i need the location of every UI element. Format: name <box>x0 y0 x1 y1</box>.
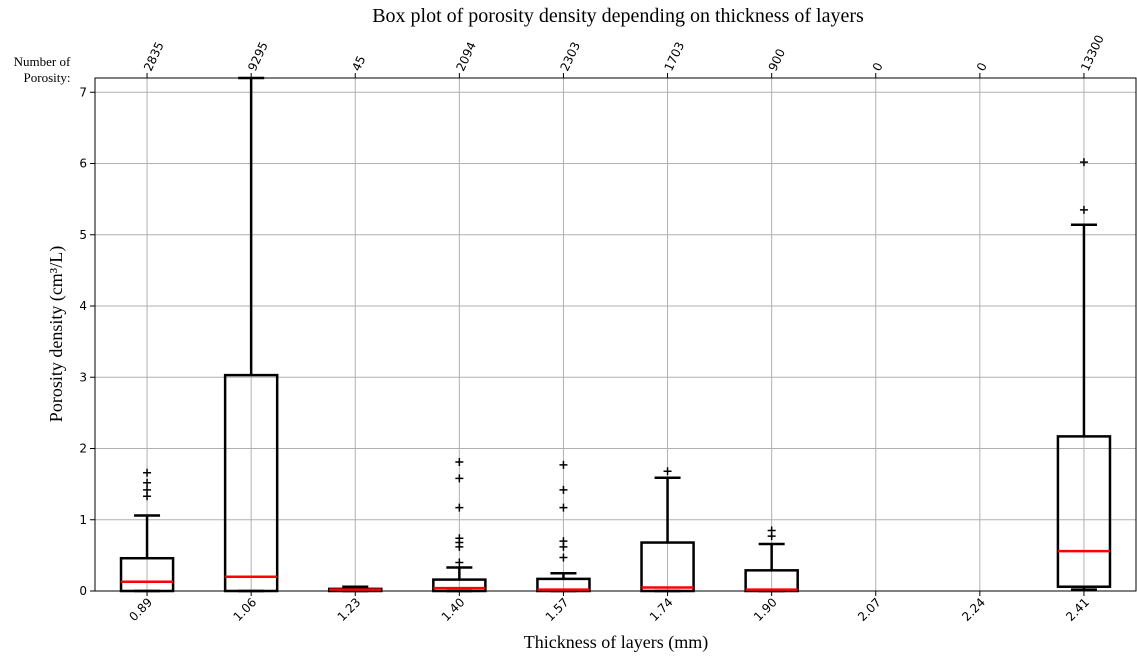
x-tick-label: 1.06 <box>230 595 259 624</box>
count-value: 2094 <box>453 40 479 74</box>
count-value: 900 <box>766 47 788 74</box>
y-tick-label: 3 <box>79 370 87 384</box>
flier <box>559 460 568 469</box>
y-tick-label: 1 <box>79 513 87 527</box>
flier <box>143 478 152 487</box>
x-tick-label: 2.24 <box>959 595 988 624</box>
count-value: 1703 <box>662 40 688 74</box>
count-label: Porosity: <box>24 70 71 85</box>
y-tick-label: 6 <box>79 157 87 171</box>
x-axis-label: Thickness of layers (mm) <box>524 632 708 653</box>
flier <box>455 534 464 543</box>
count-value: 13300 <box>1078 33 1107 74</box>
x-tick-label: 1.57 <box>543 595 572 624</box>
box <box>432 578 487 593</box>
x-tick-label: 2.07 <box>855 595 884 624</box>
x-tick-label: 1.23 <box>335 595 364 624</box>
flier <box>143 485 152 494</box>
flier <box>559 553 568 562</box>
y-tick-label: 4 <box>79 299 87 313</box>
count-value: 2303 <box>557 40 583 74</box>
count-value: 45 <box>349 54 368 74</box>
box <box>744 569 799 593</box>
y-tick-label: 2 <box>79 442 87 456</box>
y-tick-label: 7 <box>79 85 87 99</box>
flier <box>559 485 568 494</box>
x-tick-label: 1.74 <box>647 595 676 624</box>
flier <box>455 558 464 567</box>
flier <box>1079 205 1088 214</box>
count-value: 0 <box>870 60 886 73</box>
plot-frame <box>94 77 1137 592</box>
x-tick-label: 2.41 <box>1063 595 1092 624</box>
flier <box>663 467 672 476</box>
x-tick-label: 1.40 <box>439 595 468 624</box>
box <box>223 373 279 593</box>
flier <box>559 503 568 512</box>
y-tick-label: 5 <box>79 228 87 242</box>
count-value: 0 <box>974 60 990 73</box>
flier <box>143 468 152 477</box>
y-axis-label: Porosity density (cm³/L) <box>46 246 67 422</box>
y-tick-label: 0 <box>79 584 87 598</box>
box <box>536 577 591 593</box>
box <box>640 541 695 593</box>
count-value: 9295 <box>245 40 271 74</box>
box <box>119 556 175 593</box>
count-value: 2835 <box>141 40 167 74</box>
flier <box>767 526 776 535</box>
flier <box>1079 158 1088 167</box>
chart-title: Box plot of porosity density depending o… <box>372 5 864 27</box>
count-label: Number of <box>14 54 71 69</box>
flier <box>455 503 464 512</box>
flier <box>559 537 568 546</box>
x-tick-label: 1.90 <box>751 595 780 624</box>
x-tick-label: 0.89 <box>126 595 155 624</box>
flier <box>455 458 464 467</box>
flier <box>455 474 464 483</box>
box <box>1056 435 1112 588</box>
